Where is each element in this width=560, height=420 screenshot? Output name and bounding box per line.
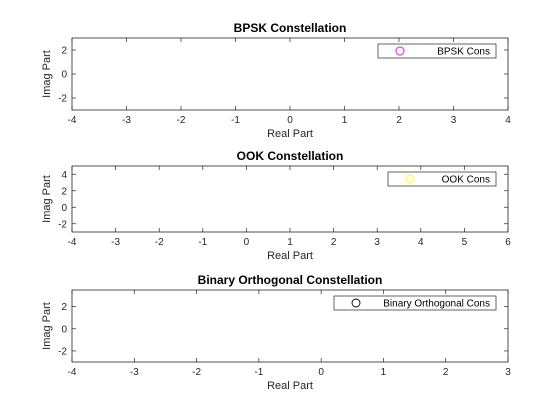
- x-axis-label: Real Part: [267, 250, 313, 262]
- x-tick-label: 6: [505, 237, 511, 248]
- y-tick-label: 2: [61, 46, 67, 57]
- x-tick-label: 4: [505, 115, 511, 126]
- legend-marker: [395, 46, 405, 56]
- x-tick-label: 2: [331, 237, 337, 248]
- legend-box: [387, 171, 497, 187]
- x-tick-label: 1: [287, 237, 293, 248]
- y-tick-label: -2: [58, 346, 67, 357]
- y-axis-label: Imag Part: [41, 175, 53, 223]
- x-tick-label: -3: [122, 115, 131, 126]
- x-tick-label: 2: [396, 115, 402, 126]
- x-tick-label: 0: [244, 237, 250, 248]
- chart-panel-3: -4 -3 -2 -1 0 1 2 3 -2 0 2 Binary Orthogonal Conste…: [41, 273, 525, 392]
- x-tick-label: 1: [342, 115, 348, 126]
- legend-marker: [405, 174, 415, 184]
- legend-box: [333, 295, 497, 311]
- x-tick-label: -1: [254, 367, 263, 378]
- y-tick-label: 4: [61, 170, 67, 181]
- x-tick-label: -1: [198, 237, 207, 248]
- x-tick-label: -1: [231, 115, 240, 126]
- legend-box: [377, 43, 497, 59]
- y-tick-label: 0: [61, 70, 67, 81]
- x-tick-label: 0: [287, 115, 293, 126]
- chart-title: Binary Orthogonal Constellation: [198, 273, 383, 287]
- x-tick-label: -4: [68, 367, 77, 378]
- x-tick-label: -2: [177, 115, 186, 126]
- x-tick-label: -2: [192, 367, 201, 378]
- y-tick-label: 0: [61, 203, 67, 214]
- x-tick-label: -3: [111, 237, 120, 248]
- x-tick-label: 1: [381, 367, 387, 378]
- legend: Binary Orthogonal Cons: [333, 295, 497, 311]
- legend-label: BPSK Cons: [437, 47, 490, 58]
- x-tick-label: 4: [418, 237, 424, 248]
- x-tick-label: -4: [68, 115, 77, 126]
- x-tick-label: -2: [155, 237, 164, 248]
- x-tick-label: -4: [68, 237, 77, 248]
- y-axis-label: Imag Part: [41, 302, 53, 350]
- legend: BPSK Cons: [377, 43, 497, 59]
- scatter-point: [205, 109, 211, 110]
- y-tick-label: 0: [61, 324, 67, 335]
- chart-panel-1: -4 -3 -2 -1 0 1 2 3 4 -2 0 2 BPSK Constellation Real …: [41, 21, 511, 140]
- x-tick-label: 0: [318, 367, 324, 378]
- y-tick-label: 2: [61, 186, 67, 197]
- legend-label: Binary Orthogonal Cons: [383, 299, 490, 310]
- y-tick-label: -2: [58, 219, 67, 230]
- y-axis-label: Imag Part: [41, 50, 53, 98]
- legend-marker: [351, 298, 361, 308]
- chart-panel-2: -4 -3 -2 -1 0 1 2 3 4 5 6 -2 0 2 4 OOK Constellation Rea…: [41, 149, 511, 262]
- x-tick-label: 3: [451, 115, 457, 126]
- x-tick-label: 3: [505, 367, 511, 378]
- legend: OOK Cons: [387, 171, 497, 187]
- scatter-point: [517, 328, 525, 336]
- legend-label: OOK Cons: [442, 175, 490, 186]
- x-axis-label: Real Part: [267, 380, 313, 392]
- x-axis-label: Real Part: [267, 128, 313, 140]
- x-tick-label: -3: [130, 367, 139, 378]
- x-tick-label: 5: [462, 237, 468, 248]
- x-tick-label: 3: [374, 237, 380, 248]
- scatter-point: [514, 335, 522, 343]
- chart-title: OOK Constellation: [237, 149, 344, 163]
- chart-title: BPSK Constellation: [234, 21, 347, 35]
- y-tick-label: -2: [58, 94, 67, 105]
- x-tick-label: 2: [443, 367, 449, 378]
- y-tick-label: 2: [61, 302, 67, 313]
